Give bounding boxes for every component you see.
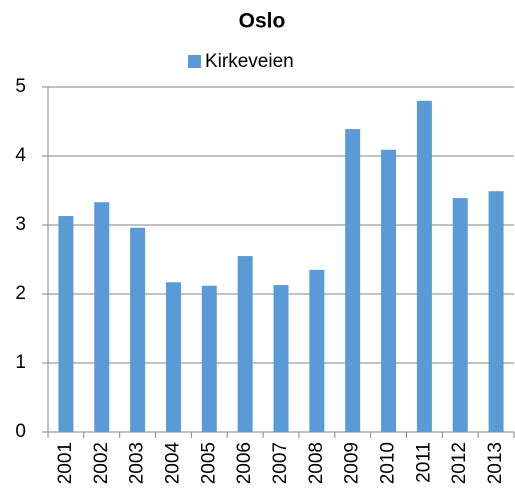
- y-tick-label: 1: [15, 352, 26, 373]
- bar: [488, 191, 504, 432]
- x-tick-label: 2007: [270, 442, 291, 484]
- bar: [452, 198, 468, 432]
- legend-label: Kirkeveien: [205, 51, 294, 72]
- bar: [201, 285, 217, 432]
- x-tick-label: 2001: [55, 442, 76, 484]
- chart-title: Oslo: [239, 10, 286, 33]
- y-tick-label: 4: [15, 145, 26, 166]
- bar: [237, 256, 253, 432]
- bar: [381, 149, 397, 433]
- x-tick-label: 2005: [198, 442, 219, 484]
- bar: [309, 269, 325, 432]
- bar: [58, 216, 74, 432]
- x-tick-label: 2009: [342, 442, 363, 484]
- x-tick-label: 2011: [413, 442, 434, 483]
- bar: [130, 227, 146, 432]
- x-tick-label: 2006: [234, 442, 255, 484]
- y-tick-label: 2: [15, 283, 26, 304]
- y-tick-label: 3: [15, 214, 26, 235]
- bar: [165, 282, 181, 432]
- bar: [416, 100, 432, 433]
- x-tick-label: 2002: [91, 442, 112, 484]
- y-tick-label: 5: [15, 76, 26, 97]
- x-tick-label: 2004: [162, 442, 183, 485]
- bar: [345, 129, 361, 432]
- legend-swatch: [188, 55, 201, 68]
- y-tick-label: 0: [15, 421, 26, 442]
- bar: [273, 285, 289, 432]
- x-tick-label: 2013: [485, 442, 506, 484]
- x-tick-label: 2012: [449, 442, 470, 484]
- x-tick-label: 2008: [306, 442, 327, 484]
- bar: [94, 202, 110, 432]
- x-tick-label: 2003: [127, 442, 148, 484]
- x-tick-label: 2010: [378, 442, 399, 484]
